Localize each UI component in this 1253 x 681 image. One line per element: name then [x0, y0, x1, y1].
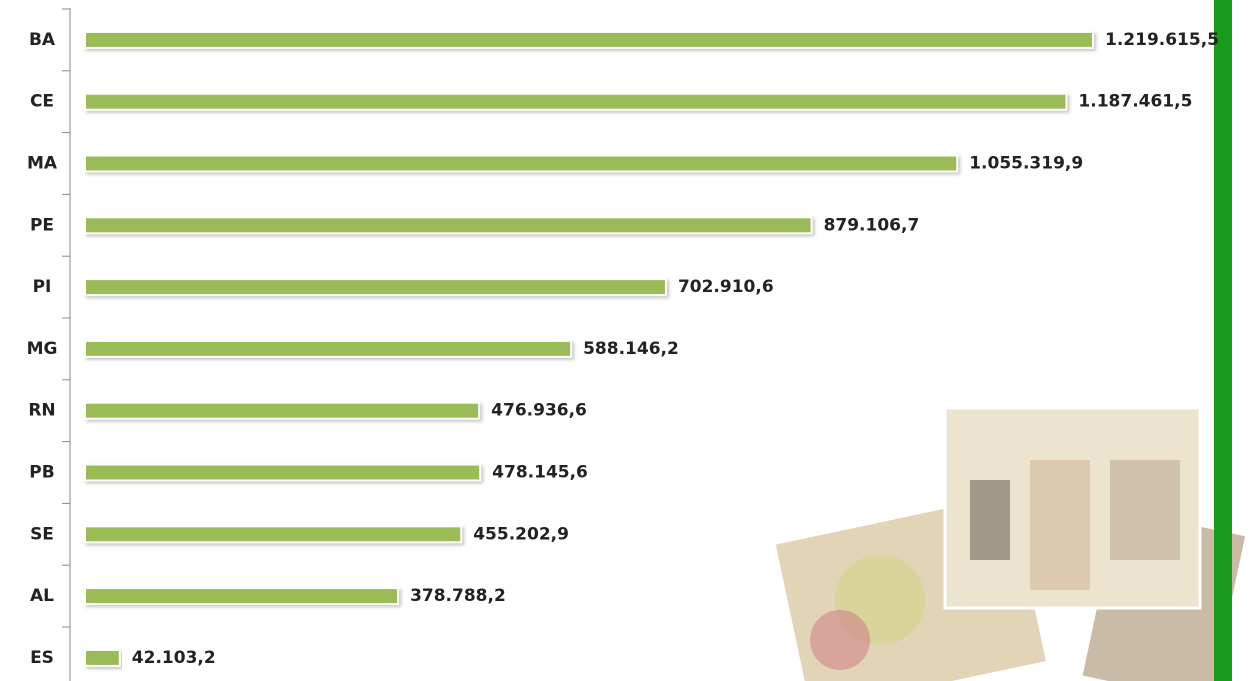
value-label: 478.145,6 — [492, 463, 588, 483]
category-label: AL — [30, 586, 54, 606]
category-label: CE — [30, 92, 54, 112]
category-label: MA — [27, 154, 58, 174]
bar — [85, 94, 1066, 110]
category-label: RN — [28, 401, 55, 421]
value-label: 879.106,7 — [824, 215, 920, 235]
value-label: 702.910,6 — [678, 277, 774, 297]
category-label: BA — [29, 30, 56, 50]
category-label: PI — [33, 277, 52, 297]
bar — [85, 341, 571, 357]
value-label: 455.202,9 — [473, 524, 569, 544]
bar — [85, 465, 480, 481]
bar — [85, 650, 120, 666]
bar — [85, 279, 666, 295]
category-label: PB — [29, 463, 54, 483]
value-label: 378.788,2 — [410, 586, 506, 606]
photo-collage — [776, 408, 1245, 681]
value-label: 42.103,2 — [132, 648, 216, 668]
category-label: MG — [27, 339, 58, 359]
category-label: ES — [30, 648, 54, 668]
page: {"chart_data": {"type": "bar", "orientat… — [0, 0, 1253, 681]
bar — [85, 156, 957, 172]
side-bar — [1214, 0, 1232, 681]
bar — [85, 217, 812, 233]
value-label: 1.219.615,5 — [1105, 30, 1219, 50]
value-label: 588.146,2 — [583, 339, 679, 359]
chart: BA 1.219.615,5 CE 1.187.461,5 MA 1.055.319,9 P… — [0, 0, 1253, 681]
bar — [85, 32, 1093, 48]
bar — [85, 526, 461, 542]
value-label: 1.187.461,5 — [1078, 92, 1192, 112]
category-label: SE — [30, 524, 54, 544]
value-label: 476.936,6 — [491, 401, 587, 421]
value-label: 1.055.319,9 — [969, 154, 1083, 174]
bar — [85, 588, 398, 604]
bar — [85, 403, 479, 419]
category-label: PE — [30, 215, 54, 235]
